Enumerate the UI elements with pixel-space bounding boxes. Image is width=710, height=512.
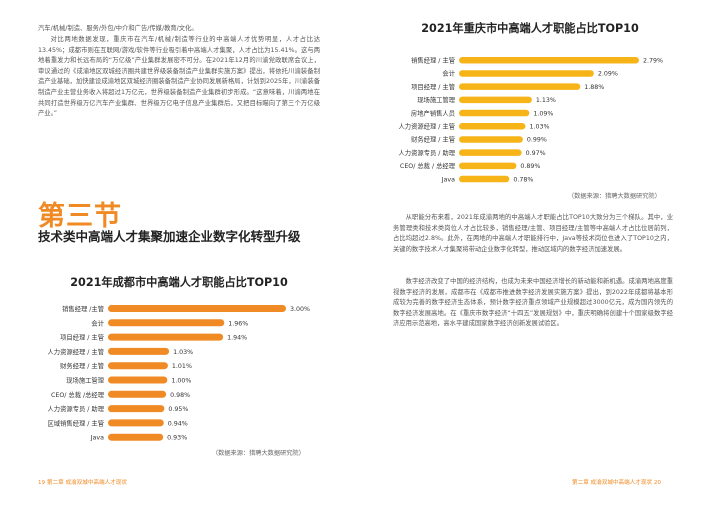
section-number: 第三节 (38, 201, 122, 232)
right-paragraph-2: 数字经济改变了中国的经济结构，也成为未来中国经济增长的新动能和新机遇。成渝两地高… (393, 278, 673, 328)
value-label: 1.03% (173, 349, 193, 356)
value-label: 0.78% (513, 176, 533, 183)
bar (459, 70, 594, 77)
category-label: 人力资源经理 / 主管 (48, 347, 105, 356)
category-label: 房地产销售人员 (411, 108, 455, 117)
category-label: 区域销售经理 / 主管 (48, 418, 105, 427)
category-label: CEO/ 总裁 / 总经理 (400, 161, 456, 170)
chengdu-chart-title: 2021年成都市中高端人才职能占比TOP10 (70, 276, 288, 289)
category-label: CEO/ 总裁 /总经理 (51, 390, 105, 399)
value-label: 0.94% (168, 420, 188, 427)
left-page: 汽车/机械/制造、服务/外包/中介和广告/传媒/教育/文化。 对比两地数据发现，… (38, 25, 320, 486)
value-label: 1.00% (171, 378, 191, 385)
category-label: 销售经理 /主管 (62, 304, 104, 313)
section-heading: 技术类中高端人才集聚加速企业数字化转型升级 (38, 229, 301, 244)
category-label: 销售经理 / 主管 (411, 56, 455, 65)
chengdu-bar-chart: 销售经理 /主管 3.00% 会计 1.96% 项目经理 / 主管 1.94% 人力资源经理… (48, 304, 311, 442)
value-label: 0.99% (527, 137, 547, 144)
bar (108, 362, 168, 370)
value-label: 1.13% (536, 97, 556, 104)
category-label: Java (90, 435, 104, 442)
bar (108, 347, 170, 355)
category-label: 财务经理 / 主管 (411, 135, 455, 144)
bar (459, 175, 510, 183)
category-label: 人力资源专员 / 助理 (399, 148, 456, 157)
value-label: 3.00% (290, 306, 310, 313)
right-paragraph-1: 从职能分布来看，2021年成渝两地的中高端人才职能占比TOP10大致分为三个梯队… (393, 214, 673, 253)
bar (459, 162, 517, 170)
category-label: 人力资源专员 / 助理 (48, 404, 105, 413)
category-label: 现场施工管理 (417, 95, 455, 104)
chengdu-source: （数据来源：猎聘大数据研究院） (212, 450, 305, 457)
chongqing-bar-chart: 销售经理 / 主管 2.79% 会计 2.09% 项目经理 / 主管 1.88% 现场施工管… (399, 56, 664, 184)
left-footer: 19 第二章 成渝双城中高端人才现状 (38, 480, 127, 486)
bar (108, 433, 164, 441)
bar (459, 123, 526, 130)
value-label: 1.09% (533, 110, 553, 117)
bar (459, 109, 530, 117)
value-label: 1.94% (227, 335, 247, 342)
value-label: 0.93% (167, 435, 187, 442)
category-label: 会计 (91, 318, 104, 327)
value-label: 2.79% (643, 58, 663, 65)
value-label: 0.98% (170, 392, 190, 399)
category-label: 项目经理 / 主管 (411, 82, 455, 91)
bar (459, 57, 639, 64)
right-page: 2021年重庆市中高端人才职能占比TOP10 销售经理 / 主管 2.79% 会计 2… (355, 0, 710, 512)
category-label: 项目经理 / 主管 (60, 333, 104, 342)
bar (108, 419, 164, 427)
value-label: 1.01% (172, 363, 192, 370)
category-label: Java (441, 176, 455, 183)
chongqing-source: （数据来源：猎聘大数据研究院） (568, 193, 661, 200)
value-label: 1.03% (529, 124, 549, 131)
category-label: 会计 (442, 69, 455, 78)
right-footer: 第二章 成渝双城中高端人才现状 20 (572, 480, 661, 486)
value-label: 0.97% (526, 150, 546, 157)
bar (108, 390, 167, 398)
bar (459, 136, 523, 143)
bar (459, 83, 581, 90)
category-label: 人力资源经理 / 主管 (399, 122, 456, 131)
bar (108, 333, 224, 341)
left-paragraph: 对比两地数据发现，重庆市在汽车/机械/制造等行业的中高端人才优势明显，人才占比达… (38, 36, 320, 118)
bar (459, 96, 532, 104)
bar (108, 405, 165, 413)
value-label: 0.95% (168, 406, 188, 413)
bar (108, 319, 225, 327)
bar (108, 305, 286, 312)
category-label: 财务经理 / 主管 (60, 361, 104, 370)
intro-line: 汽车/机械/制造、服务/外包/中介和广告/传媒/教育/文化。 (38, 25, 198, 32)
bar (108, 376, 168, 384)
value-label: 1.88% (584, 84, 604, 91)
chongqing-chart-title: 2021年重庆市中高端人才职能占比TOP10 (421, 22, 639, 35)
value-label: 0.89% (520, 163, 540, 170)
category-label: 现场施工管理 (66, 376, 104, 385)
bar (459, 149, 522, 156)
value-label: 2.09% (598, 71, 618, 78)
value-label: 1.96% (228, 320, 248, 327)
